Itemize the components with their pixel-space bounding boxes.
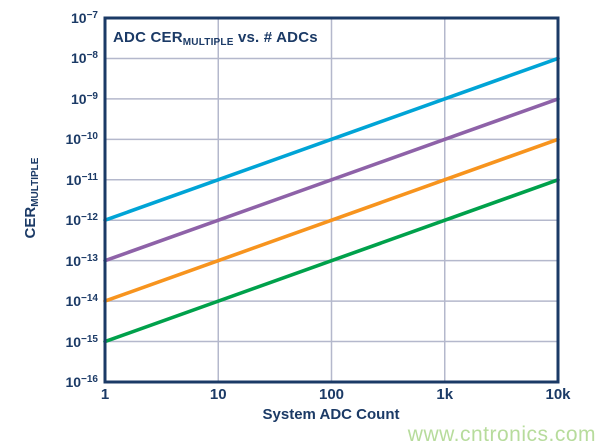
green-line [103, 178, 560, 344]
x-axis-title: System ADC Count [262, 406, 400, 423]
x-tick-label: 100 [318, 386, 345, 403]
y-tick-label: 10−13 [65, 252, 98, 269]
y-tick-label: 10−15 [65, 333, 98, 350]
x-tick-label: 10 [209, 386, 227, 403]
y-axis-title: CERMULTIPLE [22, 98, 42, 298]
y-tick-label: 10−9 [71, 90, 98, 107]
y-axis-title-prefix: CER [22, 206, 39, 239]
chart-title: ADC CERMULTIPLE vs. # ADCs [113, 29, 318, 48]
y-tick-label: 10−7 [71, 10, 98, 26]
x-tick-label: 1 [100, 386, 110, 403]
y-tick-label: 10−12 [65, 212, 98, 229]
x-tick-label: 10k [545, 386, 571, 403]
chart-title-suffix: vs. # ADCs [233, 29, 318, 46]
y-tick-label: 10−11 [66, 171, 98, 188]
plot-frame [103, 16, 560, 384]
purple-line [103, 97, 560, 263]
y-tick-label: 10−10 [65, 131, 98, 148]
x-tick-label: 1k [436, 386, 454, 403]
y-tick-label: 10−14 [65, 293, 98, 310]
chart-title-subscript: MULTIPLE [182, 37, 234, 48]
chart-title-prefix: ADC CER [113, 29, 183, 46]
watermark-text: www.cntronics.com [407, 423, 596, 446]
orange-line [103, 137, 560, 303]
cyan-line [103, 56, 560, 222]
y-tick-label: 10−8 [71, 50, 98, 67]
y-tick-label: 10−16 [65, 374, 98, 390]
y-axis-title-subscript: MULTIPLE [30, 157, 41, 207]
